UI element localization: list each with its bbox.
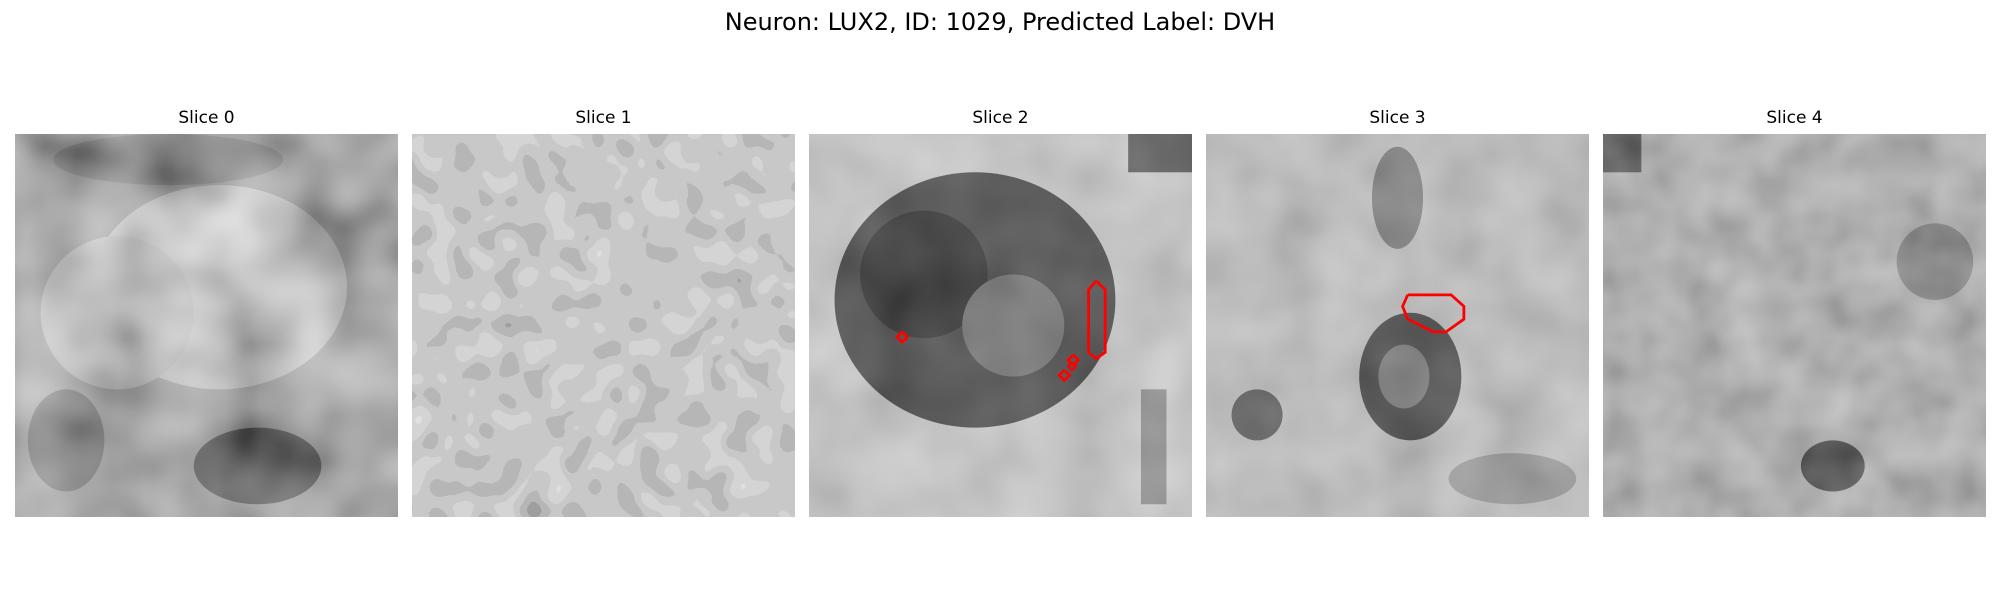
slice-2-image <box>809 134 1192 517</box>
slice-title: Slice 3 <box>1369 108 1426 128</box>
slice-image <box>809 134 1192 517</box>
slice-image <box>412 134 795 517</box>
slice-4-image <box>1603 134 1986 517</box>
slice-title: Slice 0 <box>178 108 235 128</box>
slice-0-image <box>15 134 398 517</box>
roi-contour <box>1057 369 1072 383</box>
slice-image <box>1206 134 1589 517</box>
slice-1-image <box>412 134 795 517</box>
slice-image <box>15 134 398 517</box>
slice-panel-3: Slice 3 <box>1206 106 1589 517</box>
slice-panel-0: Slice 0 <box>15 106 398 517</box>
roi-contour <box>1401 293 1466 334</box>
roi-contour <box>1087 279 1107 361</box>
figure-title: Neuron: LUX2, ID: 1029, Predicted Label:… <box>724 8 1276 36</box>
slice-image <box>1603 134 1986 517</box>
slice-panel-1: Slice 1 <box>412 106 795 517</box>
slice-panel-4: Slice 4 <box>1603 106 1986 517</box>
roi-contour <box>895 330 910 345</box>
slice-panel-2: Slice 2 <box>809 106 1192 517</box>
slice-title: Slice 4 <box>1766 108 1823 128</box>
slice-title: Slice 1 <box>575 108 632 128</box>
roi-contour <box>1066 361 1078 372</box>
slice-title: Slice 2 <box>972 108 1029 128</box>
slice-3-image <box>1206 134 1589 517</box>
